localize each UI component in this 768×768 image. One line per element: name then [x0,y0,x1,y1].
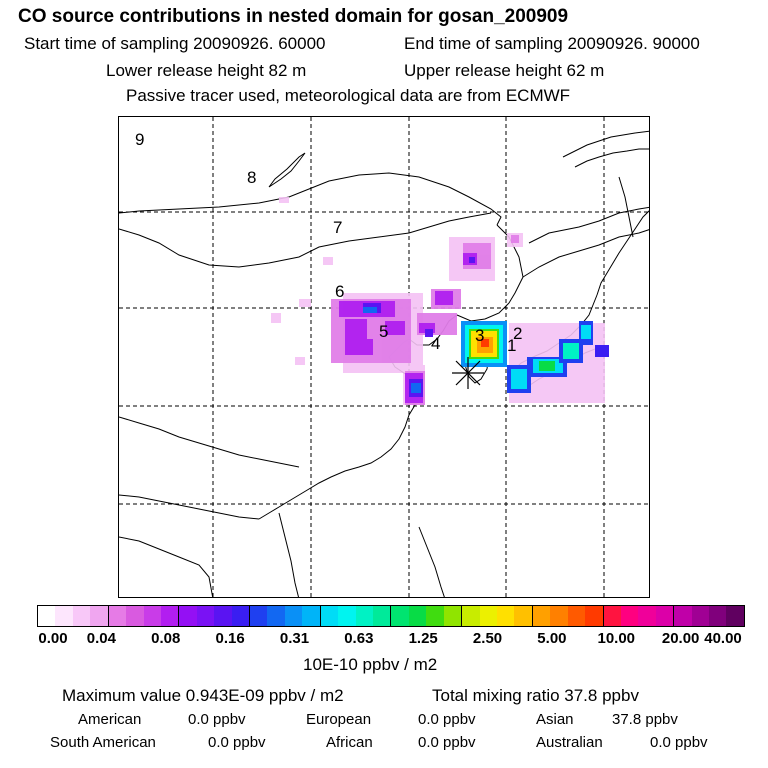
colorbar-cell [72,606,91,626]
colorbar-cell [479,606,497,626]
region-value-american: 0.0 ppbv [188,711,246,728]
colorbar-cell [108,606,127,626]
colorbar-cell [302,606,321,626]
sampling-end-time: End time of sampling 20090926. 90000 [404,34,700,53]
colorbar-cell [691,606,710,626]
colorbar-cell [90,606,109,626]
colorbar-tick-label: 10.00 [597,630,636,647]
region-label-9: 9 [135,130,144,149]
colorbar-cell [408,606,427,626]
region-label-6: 6 [335,282,344,301]
colorbar-cell [38,606,56,626]
map-panel: 9 8 7 6 5 4 3 2 1 [118,116,650,598]
region-value-australian: 0.0 ppbv [650,734,708,751]
region-value-european: 0.0 ppbv [418,711,476,728]
upper-release-height: Upper release height 62 m [404,61,605,80]
map-canvas: 9 8 7 6 5 4 3 2 1 [119,117,649,597]
region-label-3: 3 [475,326,484,345]
colorbar-cell [196,606,215,626]
colorbar-tick-label: 0.04 [86,630,116,647]
colorbar-cell [620,606,639,626]
colorbar-cell [338,606,356,626]
colorbar-tick-label: 0.31 [279,630,310,647]
colorbar-cell [55,606,73,626]
region-label-7: 7 [333,218,342,237]
colorbar-unit: 10E-10 ppbv / m2 [303,655,438,674]
region-label-2: 2 [513,324,522,343]
colorbar-cell [250,606,268,626]
colorbar-cell [638,606,656,626]
colorbar-cell [443,606,463,626]
colorbar-cell [373,606,392,626]
region-label-1: 1 [507,336,516,355]
colorbar-cell [674,606,692,626]
region-value-asian: 37.8 ppbv [612,711,678,728]
region-labels: 9 8 7 6 5 4 3 2 1 [135,130,522,355]
colorbar-tick-label: 1.25 [408,630,438,647]
colorbar-cell [267,606,285,626]
colorbar-tick-label: 0.00 [38,630,68,647]
colorbar-cell [355,606,374,626]
region-name-african: African [326,734,373,751]
colorbar-cell [709,606,727,626]
maximum-value: Maximum value 0.943E-09 ppbv / m2 [62,686,344,705]
colorbar-cell [320,606,339,626]
asterisk-icon [452,357,484,389]
colorbar-tick-label: 20.00 [661,630,700,647]
colorbar-tick-label: 0.16 [215,630,245,647]
colorbar-cell [391,606,409,626]
region-name-south-american: South American [50,734,156,751]
region-label-8: 8 [247,168,256,187]
colorbar-cell [179,606,197,626]
colorbar-cell [550,606,568,626]
lower-release-height: Lower release height 82 m [106,61,307,80]
region-name-european: European [306,711,372,728]
colorbar-cell [160,606,180,626]
colorbar-cell [585,606,604,626]
colorbar-cell [143,606,161,626]
region-name-asian: Asian [536,711,574,728]
colorbar-cell [214,606,232,626]
colorbar-cell [284,606,303,626]
colorbar-tick-label: 2.50 [472,630,503,647]
colorbar-tick-label: 0.08 [151,630,181,647]
colorbar-cell [462,606,480,626]
colorbar-cell [231,606,251,626]
colorbar-cell [426,606,444,626]
colorbar-cell [514,606,533,626]
sampling-start-time: Start time of sampling 20090926. 60000 [24,34,326,53]
colorbar-cell [126,606,144,626]
page-title: CO source contributions in nested domain… [18,6,569,27]
region-label-5: 5 [379,322,388,341]
colorbar-cell [496,606,515,626]
co-contribution-field [271,197,609,405]
colorbar-tick-label: 5.00 [537,630,567,647]
region-name-australian: Australian [536,734,603,751]
region-value-african: 0.0 ppbv [418,734,476,751]
colorbar-tick-label: 40.00 [704,630,742,647]
colorbar-cell [655,606,675,626]
region-label-4: 4 [431,334,440,353]
colorbar-cell [567,606,586,626]
colorbar [37,605,745,627]
tracer-note: Passive tracer used, meteorological data… [126,86,571,105]
region-value-south-american: 0.0 ppbv [208,734,266,751]
region-name-american: American [78,711,142,728]
colorbar-tick-label: 0.63 [344,630,374,647]
colorbar-cell [726,606,744,626]
colorbar-cell [532,606,551,626]
colorbar-cell [603,606,621,626]
total-mixing-ratio: Total mixing ratio 37.8 ppbv [432,686,639,705]
